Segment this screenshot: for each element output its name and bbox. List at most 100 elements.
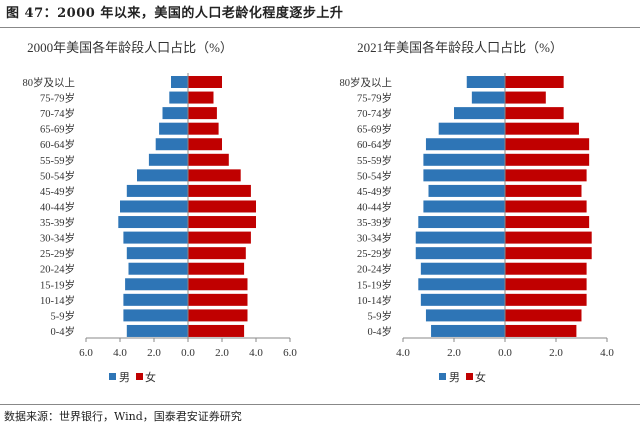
x-tick-label: 6.0 <box>283 347 297 359</box>
legend-swatch-male <box>439 373 446 380</box>
bar-female <box>188 107 217 120</box>
x-tick-label: 2.0 <box>147 347 161 359</box>
legend-label-male: 男 <box>449 372 460 384</box>
bar-male <box>120 200 188 213</box>
bar-male <box>420 293 505 306</box>
legend-label-male: 男 <box>119 372 130 384</box>
bar-female <box>505 309 582 322</box>
category-label: 5-9岁 <box>51 309 76 322</box>
category-label: 75-79岁 <box>357 92 392 105</box>
bar-male <box>428 184 505 197</box>
bar-male <box>123 231 188 244</box>
bar-female <box>188 91 214 104</box>
title-divider <box>0 27 640 28</box>
bar-male <box>438 122 505 135</box>
category-label: 35-39岁 <box>357 216 392 229</box>
bar-male <box>126 324 188 337</box>
bar-male <box>125 278 188 291</box>
bar-male <box>423 153 505 166</box>
x-tick-label: 6.0 <box>79 347 93 359</box>
bar-female <box>505 231 592 244</box>
category-label: 55-59岁 <box>40 154 75 167</box>
category-label: 45-49岁 <box>40 185 75 198</box>
bar-female <box>505 324 577 337</box>
bar-female <box>188 293 248 306</box>
bar-female <box>505 76 564 88</box>
x-tick-label: 0.0 <box>181 347 195 359</box>
x-tick-label: 4.0 <box>396 347 410 359</box>
x-tick-label: 4.0 <box>249 347 263 359</box>
bar-female <box>188 247 246 260</box>
category-label: 15-19岁 <box>40 278 75 291</box>
category-label: 20-24岁 <box>357 263 392 276</box>
bar-female <box>188 169 241 182</box>
bar-female <box>505 293 587 306</box>
bar-female <box>188 262 245 275</box>
bar-female <box>505 262 587 275</box>
figure-title: 图 47：2000 年以来，美国的人口老龄化程度逐步上升 <box>6 6 344 21</box>
category-label: 80岁及以上 <box>23 76 76 89</box>
bar-male <box>466 76 505 88</box>
category-label: 40-44岁 <box>40 200 75 213</box>
footer-divider <box>0 404 640 405</box>
bar-male <box>471 91 505 104</box>
category-label: 0-4岁 <box>368 325 393 338</box>
category-label: 35-39岁 <box>40 216 75 229</box>
bar-female <box>505 107 564 120</box>
bar-male <box>423 169 505 182</box>
bar-male <box>431 324 505 337</box>
bar-male <box>155 138 188 151</box>
bar-male <box>123 293 188 306</box>
bar-male <box>171 76 188 88</box>
bar-male <box>418 216 505 229</box>
bar-female <box>188 153 229 166</box>
category-label: 25-29岁 <box>357 247 392 260</box>
bar-female <box>505 200 587 213</box>
bar-female <box>505 184 582 197</box>
legend-swatch-male <box>109 373 116 380</box>
category-label: 50-54岁 <box>40 169 75 182</box>
bar-female <box>188 278 248 291</box>
legend-swatch-female <box>466 373 473 380</box>
bar-male <box>169 91 188 104</box>
bar-female <box>188 76 222 88</box>
bar-female <box>505 122 579 135</box>
category-label: 30-34岁 <box>357 232 392 245</box>
bar-male <box>126 184 188 197</box>
bar-female <box>505 153 590 166</box>
category-label: 75-79岁 <box>40 92 75 105</box>
category-label: 15-19岁 <box>357 278 392 291</box>
bar-female <box>188 200 256 213</box>
bar-male <box>420 262 505 275</box>
bar-female <box>188 231 251 244</box>
bar-female <box>188 324 245 337</box>
bar-female <box>505 138 590 151</box>
x-tick-label: 4.0 <box>113 347 127 359</box>
category-label: 45-49岁 <box>357 185 392 198</box>
bar-female <box>505 91 546 104</box>
category-label: 20-24岁 <box>40 263 75 276</box>
bar-female <box>505 216 590 229</box>
category-label: 50-54岁 <box>357 169 392 182</box>
x-tick-label: 4.0 <box>600 347 614 359</box>
category-label: 65-69岁 <box>357 123 392 136</box>
bar-female <box>188 309 248 322</box>
bar-female <box>188 122 219 135</box>
chart-title: 2000年美国各年龄段人口占比（%） <box>27 40 233 55</box>
bar-male <box>123 309 188 322</box>
bar-male <box>118 216 188 229</box>
x-tick-label: 2.0 <box>215 347 229 359</box>
category-label: 10-14岁 <box>357 294 392 307</box>
bar-male <box>159 122 188 135</box>
category-label: 25-29岁 <box>40 247 75 260</box>
bar-female <box>505 278 587 291</box>
category-label: 30-34岁 <box>40 232 75 245</box>
bar-female <box>188 216 256 229</box>
bar-male <box>423 200 505 213</box>
category-label: 0-4岁 <box>51 325 76 338</box>
legend-label-female: 女 <box>475 370 486 384</box>
chart-title: 2021年美国各年龄段人口占比（%） <box>357 40 563 55</box>
bar-male <box>454 107 505 120</box>
category-label: 60-64岁 <box>357 138 392 151</box>
